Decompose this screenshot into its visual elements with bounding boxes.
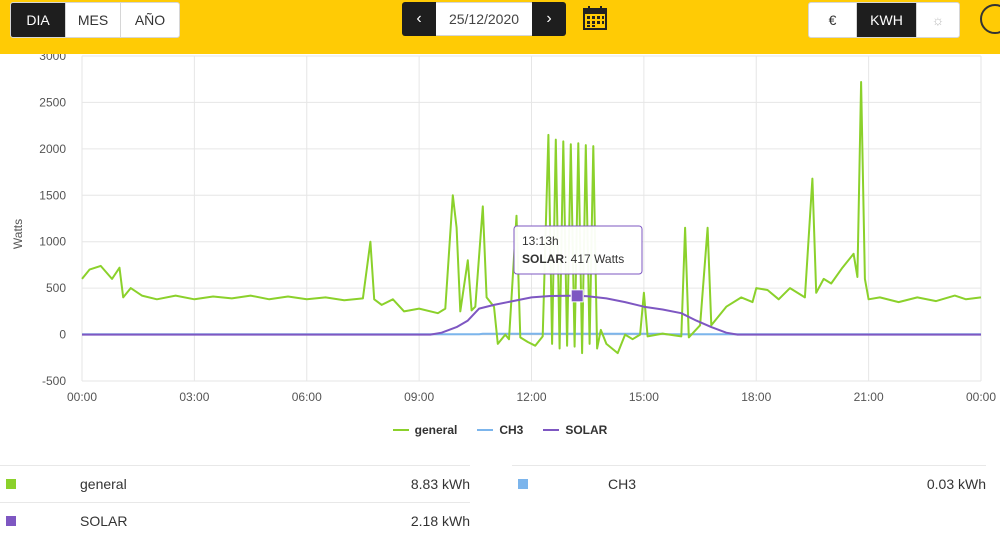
summary-row-solar: SOLAR 2.18 kWh <box>0 502 470 538</box>
top-toolbar: DIA MES AÑO ‹ 25/12/2020 › € KWH ☼ <box>0 0 1000 54</box>
summary-swatch-ch3 <box>518 479 528 489</box>
y-tick-label: 1500 <box>39 188 66 202</box>
x-tick-label: 03:00 <box>179 390 209 404</box>
kwh-button[interactable]: KWH <box>857 3 917 37</box>
legend-item-ch3[interactable]: CH3 <box>477 423 523 437</box>
legend-swatch-solar <box>543 429 560 431</box>
y-tick-label: 0 <box>59 328 66 342</box>
tab-mes[interactable]: MES <box>66 3 121 37</box>
tooltip-time: 13:13h <box>522 234 559 248</box>
period-selector: DIA MES AÑO <box>10 2 180 38</box>
date-display[interactable]: 25/12/2020 <box>436 2 532 36</box>
chart-grid <box>81 55 982 382</box>
y-axis-ticks: -500 0 500 1000 1500 2000 2500 3000 <box>39 49 66 388</box>
power-chart: -500 0 500 1000 1500 2000 2500 3000 00:00 03:00 0… <box>0 49 1000 454</box>
tab-dia[interactable]: DIA <box>11 3 66 37</box>
summary-swatch-solar <box>6 516 16 526</box>
legend-item-general[interactable]: general <box>392 423 457 437</box>
x-tick-label: 00:00 <box>966 390 996 404</box>
series-line-general[interactable] <box>81 81 982 355</box>
y-tick-label: 1000 <box>39 235 66 249</box>
x-tick-label: 06:00 <box>292 390 322 404</box>
chart-tooltip: 13:13h SOLAR: 417 Watts <box>513 225 643 275</box>
y-tick-label: 500 <box>46 281 66 295</box>
next-date-button[interactable]: › <box>532 2 566 36</box>
legend-swatch-ch3 <box>477 429 494 431</box>
prev-date-button[interactable]: ‹ <box>402 2 436 36</box>
tooltip-value: : 417 Watts <box>564 252 624 266</box>
tab-ano[interactable]: AÑO <box>134 12 166 28</box>
x-tick-label: 00:00 <box>67 390 97 404</box>
x-tick-label: 21:00 <box>854 390 884 404</box>
summary-swatch-general <box>6 479 16 489</box>
summary-row-general: general 8.83 kWh <box>0 465 470 501</box>
legend-swatch-general <box>392 429 409 431</box>
summary-row-ch3: CH3 0.03 kWh <box>512 465 986 501</box>
y-tick-label: 2500 <box>39 95 66 109</box>
sun-icon[interactable]: ☼ <box>931 12 945 28</box>
x-axis-ticks: 00:00 03:00 06:00 09:00 12:00 15:00 18:00 21:00… <box>67 390 996 404</box>
tooltip-marker <box>570 289 584 303</box>
x-tick-label: 15:00 <box>629 390 659 404</box>
y-axis-label: Watts <box>11 219 25 249</box>
y-tick-label: -500 <box>42 374 66 388</box>
svg-text:SOLAR: 417 Watts: SOLAR: 417 Watts <box>522 252 624 266</box>
x-tick-label: 18:00 <box>741 390 771 404</box>
tooltip-series: SOLAR <box>522 252 564 266</box>
date-navigator: ‹ 25/12/2020 › <box>402 2 566 36</box>
legend-item-solar[interactable]: SOLAR <box>543 423 607 437</box>
x-tick-label: 09:00 <box>404 390 434 404</box>
x-tick-label: 12:00 <box>516 390 546 404</box>
calendar-icon[interactable] <box>582 5 608 31</box>
y-tick-label: 3000 <box>39 54 66 63</box>
euro-button[interactable]: € <box>809 3 857 37</box>
user-avatar[interactable] <box>980 4 1000 34</box>
chart-legend: general CH3 SOLAR <box>0 423 1000 437</box>
y-tick-label: 2000 <box>39 142 66 156</box>
unit-selector: € KWH ☼ <box>808 2 960 38</box>
